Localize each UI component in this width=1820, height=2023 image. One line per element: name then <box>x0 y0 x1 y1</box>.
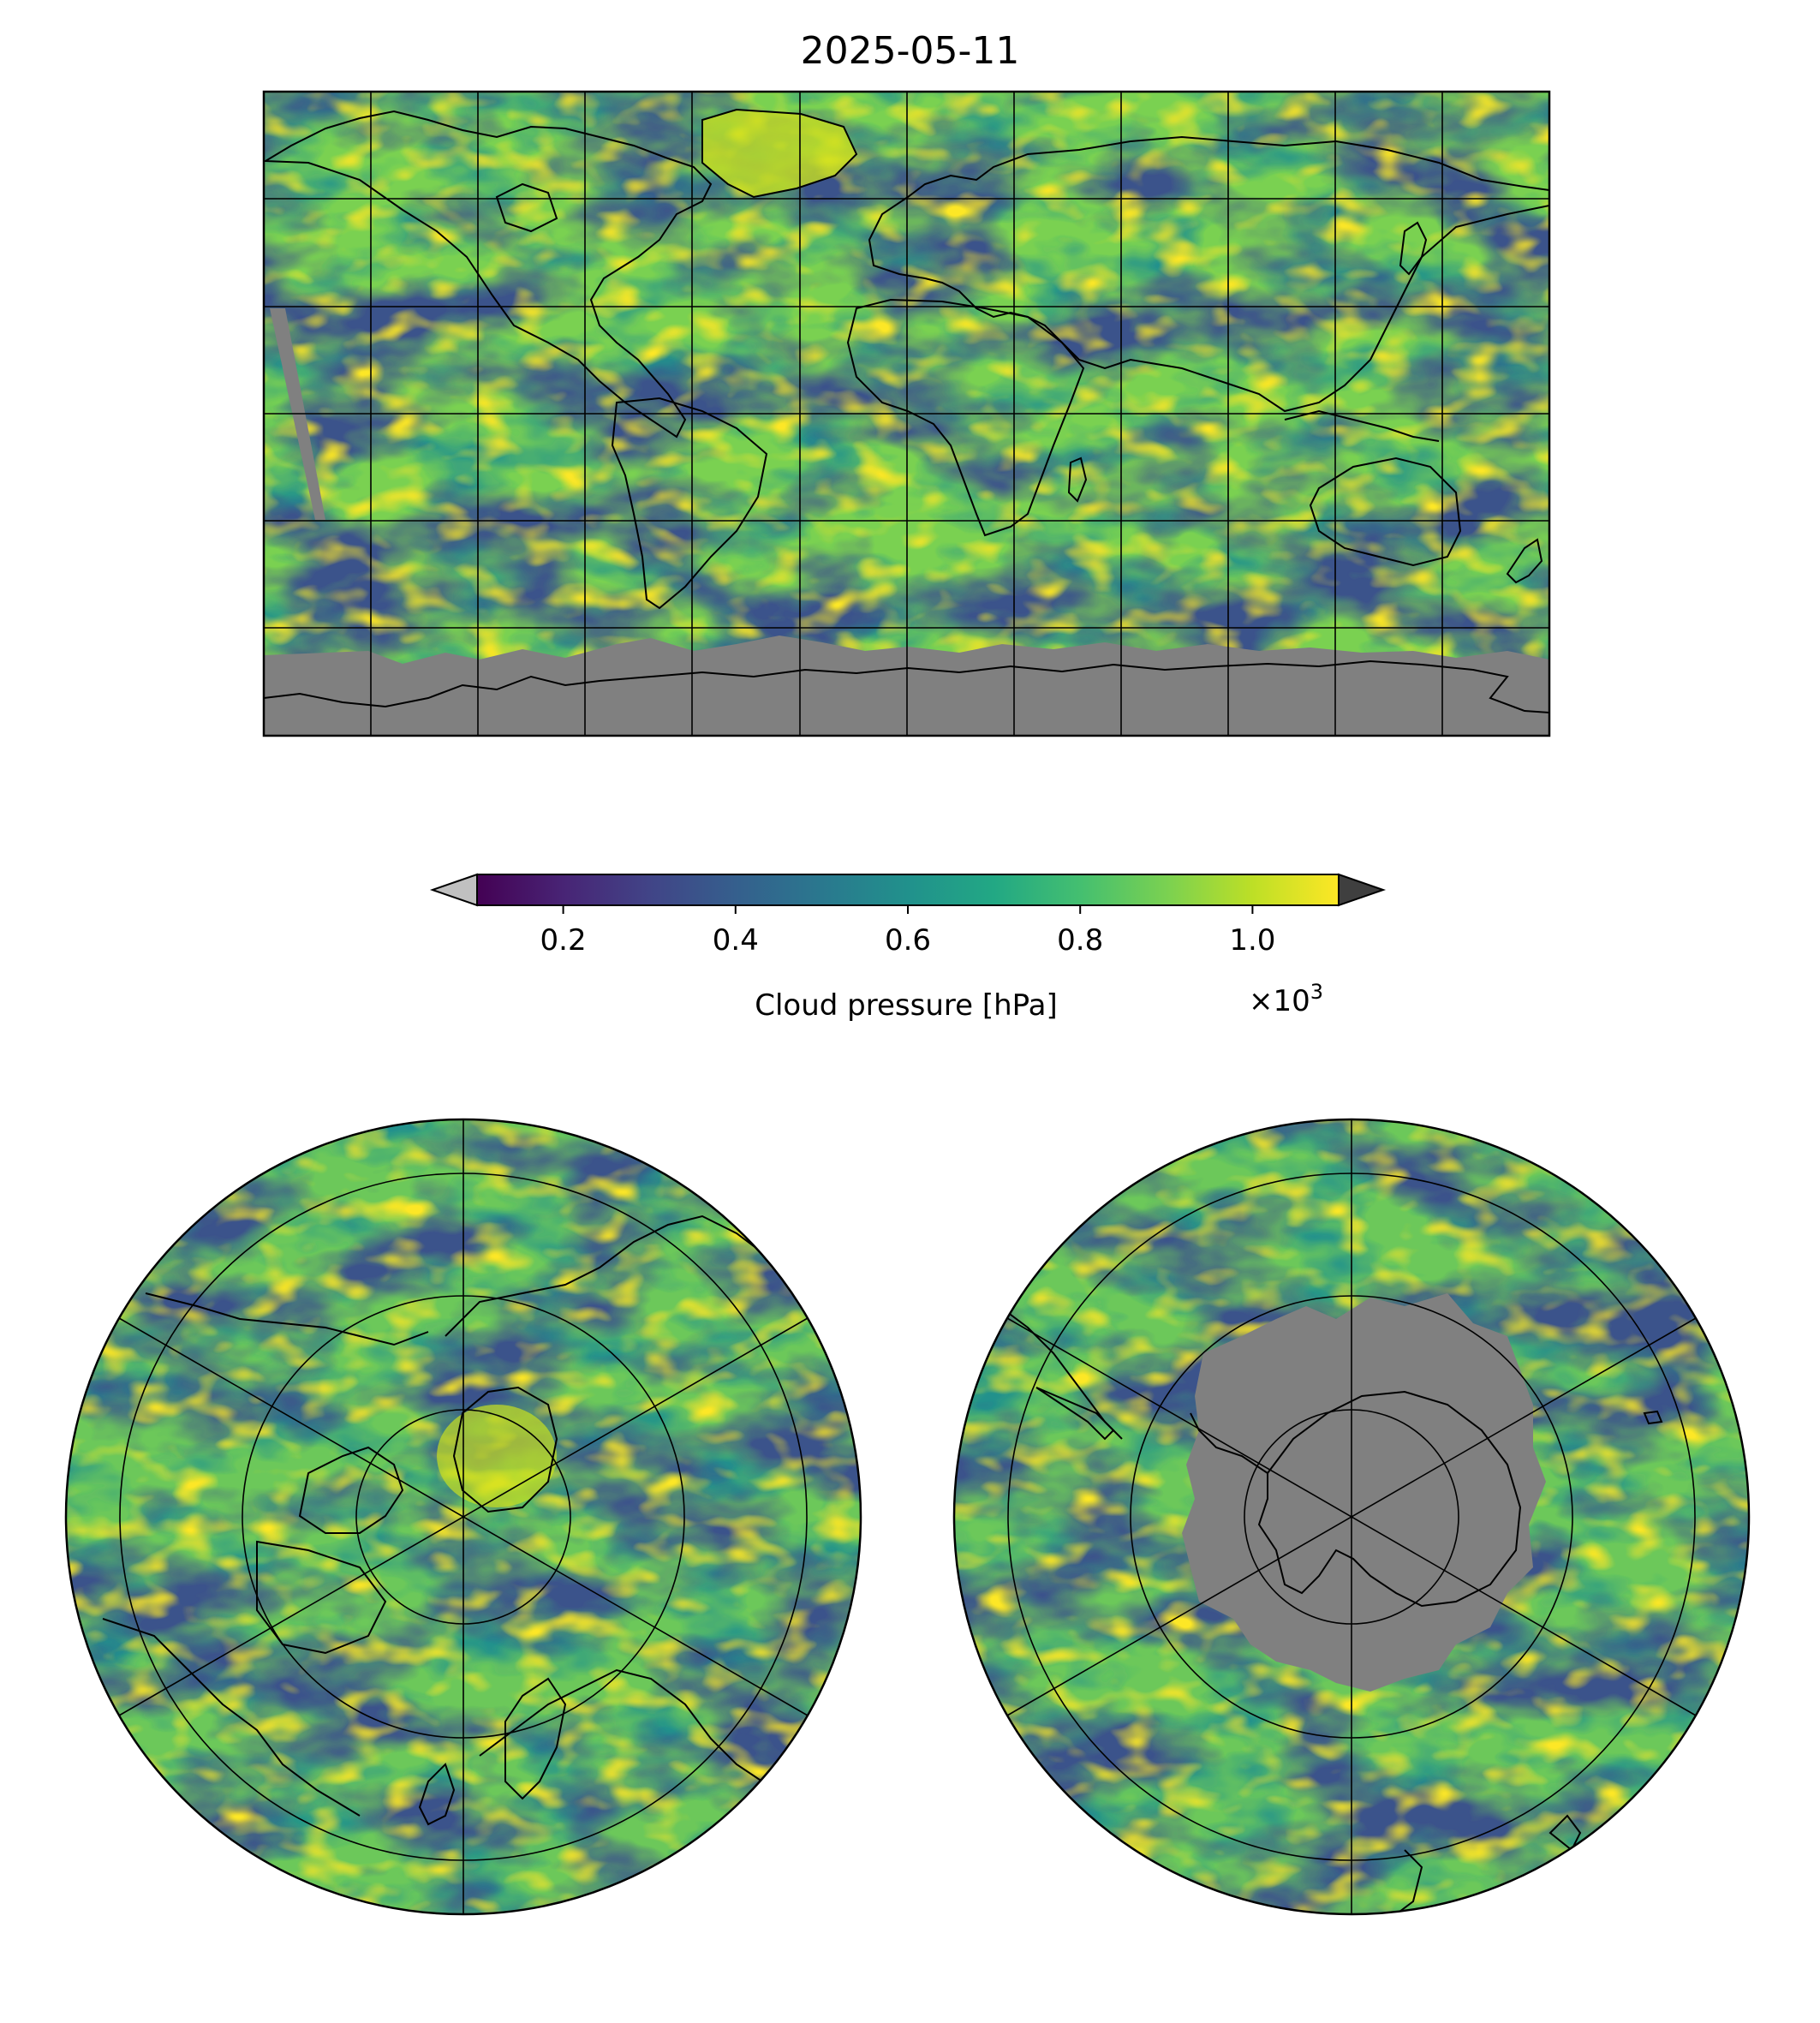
colorbar-tick-label: 0.8 <box>1057 923 1103 958</box>
colorbar-extend-under <box>429 873 478 907</box>
south-coastlines <box>993 1301 1663 1914</box>
colorbar-multiplier-base: ×10 <box>1249 984 1310 1018</box>
global-map <box>262 90 1551 737</box>
antarctica-no-data-south <box>1182 1293 1546 1692</box>
colorbar-tick-label: 0.4 <box>713 923 759 958</box>
colorbar-tick-label: 1.0 <box>1229 923 1275 958</box>
south-map-frame <box>952 1118 1751 1916</box>
colorbar-ticks: 0.2 0.4 0.6 0.8 1.0 <box>540 905 1275 958</box>
colorbar: 0.2 0.4 0.6 0.8 1.0 Cloud pressure [hPa] ×10… <box>429 873 1387 1023</box>
global-map-frame <box>262 90 1551 737</box>
colorbar-tick-label: 0.6 <box>885 923 931 958</box>
greenland-region <box>702 110 856 197</box>
colorbar-tick-label: 0.2 <box>540 923 587 958</box>
global-coastlines <box>264 108 1549 713</box>
north-polar-map <box>64 1118 862 1916</box>
north-gridlines <box>118 1119 809 1914</box>
north-coastlines <box>102 1214 772 1826</box>
colorbar-gradient <box>477 874 1339 905</box>
colorbar-multiplier: ×103 <box>1249 980 1323 1018</box>
global-gridlines <box>264 92 1549 736</box>
colorbar-multiplier-exponent: 3 <box>1310 980 1323 1004</box>
south-polar-map <box>952 1118 1751 1916</box>
south-gridlines <box>1006 1119 1697 1914</box>
figure-title: 2025-05-11 <box>800 29 1020 73</box>
colorbar-label: Cloud pressure [hPa] <box>755 988 1057 1023</box>
colorbar-extend-over <box>1338 873 1387 907</box>
north-map-frame <box>64 1118 862 1916</box>
